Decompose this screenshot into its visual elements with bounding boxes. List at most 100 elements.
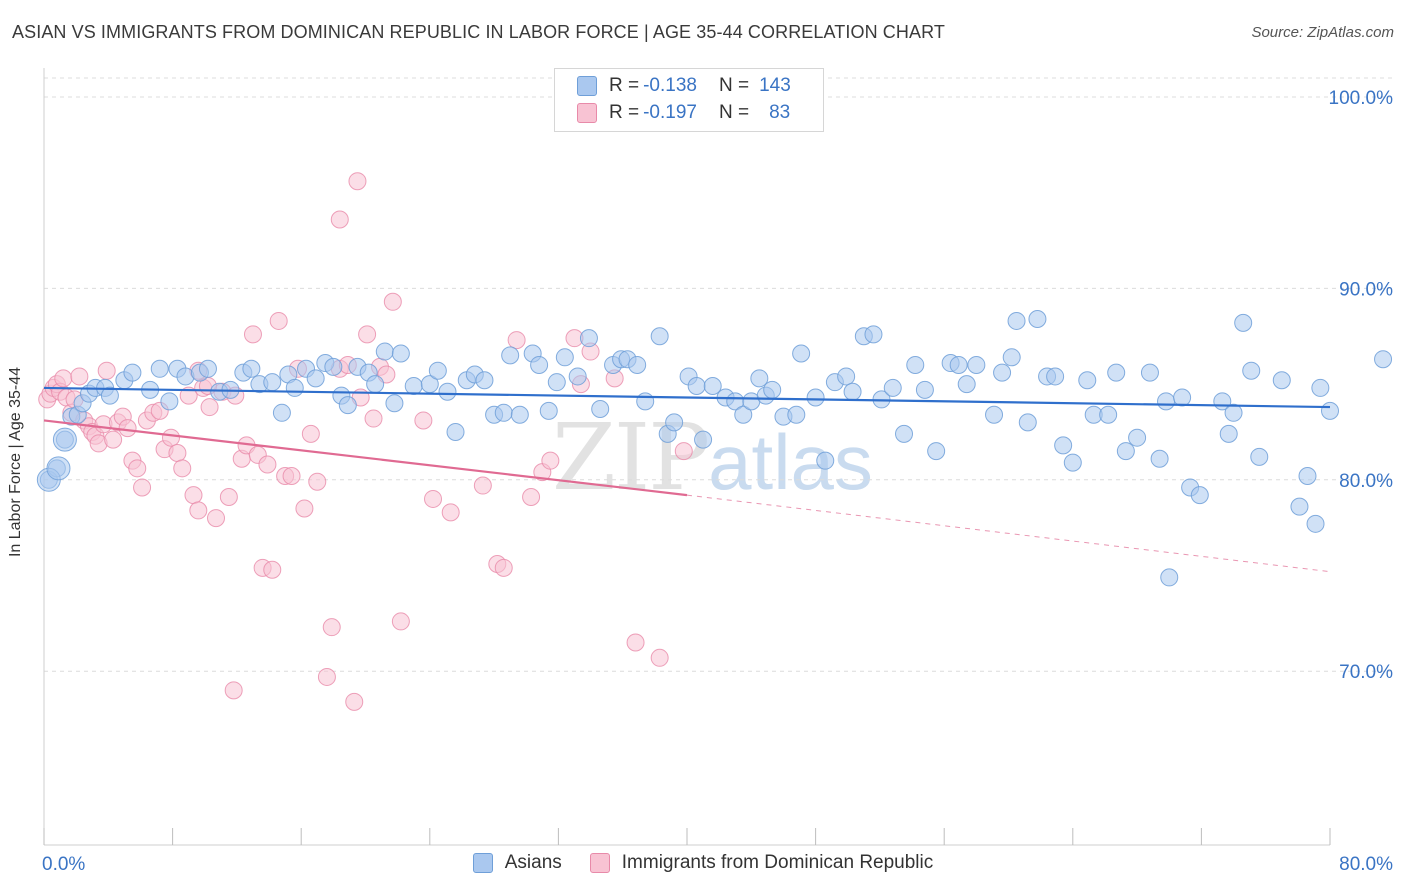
dominican-point [207,509,226,528]
dominican-point [308,472,327,491]
legend-item-asians[interactable]: Asians [472,852,562,874]
dominican-point [317,667,336,686]
asian-point [1306,514,1325,533]
dominican-point [118,419,137,438]
asian-point [1190,486,1209,505]
asian-point [555,348,574,367]
asian-point [1290,497,1309,516]
dominican-point [522,488,541,507]
asian-point [1242,361,1261,380]
dominican-point [383,292,402,311]
asian-point [501,346,520,365]
asian-point [636,392,655,411]
asian-point [324,357,343,376]
asian-point [985,405,1004,424]
asian-point [843,382,862,401]
asian-point [579,329,598,348]
source-note: Source: ZipAtlas.com [1251,24,1394,41]
dominican-point [104,430,123,449]
dominican-point [301,424,320,443]
asian-point [927,442,946,461]
asian-point [694,430,713,449]
watermark: ZIPatlas [552,404,873,511]
asian-point [1128,428,1147,447]
asian-point [1018,413,1037,432]
asian-point [792,344,811,363]
asian-point [1028,310,1047,329]
dominican-point [358,325,377,344]
dominican-point [173,459,192,478]
asian-point [1116,442,1135,461]
asian-point [366,375,385,394]
asian-point [763,380,782,399]
dominican-point [224,681,243,700]
y-tick-label: 70.0% [1339,662,1393,683]
asian-point [967,355,986,374]
asian-point [703,377,722,396]
asian-point [530,355,549,374]
legend-label-dominican: Immigrants from Dominican Republic [621,852,934,873]
legend-row-dominican: R = -0.197 N = 83 [577,100,790,126]
dominican-point [189,501,208,520]
dominican-point [494,558,513,577]
asian-point [1002,348,1021,367]
asian-point [1219,424,1238,443]
asian-point [160,392,179,411]
dominican-point [345,692,364,711]
dominican-point [258,455,277,474]
asian-point [1234,313,1253,332]
asian-point [883,378,902,397]
asian-point [906,355,925,374]
dominican-point [184,486,203,505]
x-tick-label: 80.0% [1339,854,1393,875]
asian-point [806,388,825,407]
asian-point [446,422,465,441]
legend-swatch-dominican [589,853,610,873]
trend-lines [43,386,1331,573]
asian-point [100,386,119,405]
asian-point [285,378,304,397]
dominican-point [219,488,238,507]
dominican-point [364,409,383,428]
asian-point-large [46,456,71,481]
asian-point [1046,367,1065,386]
legend-n-label: N = [718,75,750,96]
asian-point [816,451,835,470]
asian-point [993,363,1012,382]
asian-point [404,377,423,396]
asian-point [547,373,566,392]
dominican-point [424,489,443,508]
legend-n-value: 83 [769,102,791,123]
asian-point [628,355,647,374]
asian-point [591,399,610,418]
asian-point [1054,436,1073,455]
y-tick-label: 100.0% [1329,88,1394,109]
asian-point [1250,447,1269,466]
dominican-point [133,478,152,497]
asian-point [787,405,806,424]
asian-point [1007,311,1026,330]
asian-points [36,310,1393,587]
dominican-point [70,367,89,386]
dominican-point [348,172,367,191]
asian-point [750,369,769,388]
dominican-point [414,411,433,430]
asian-point [1107,363,1126,382]
asian-point [272,403,291,422]
asian-point-large [52,427,77,452]
asian-point [428,361,447,380]
dominican-point [200,398,219,417]
asian-point [494,403,513,422]
asian-point [687,377,706,396]
asian-point [957,375,976,394]
legend-r-label: R = [609,102,640,123]
dominican-point [161,428,180,447]
legend-item-dominican[interactable]: Immigrants from Dominican Republic [589,852,934,874]
asian-point [150,359,169,378]
asian-point [1078,371,1097,390]
dominican-point [179,386,198,405]
legend-r-value: -0.197 [643,102,697,123]
asian-point [1160,568,1179,587]
asian-point [475,371,494,390]
